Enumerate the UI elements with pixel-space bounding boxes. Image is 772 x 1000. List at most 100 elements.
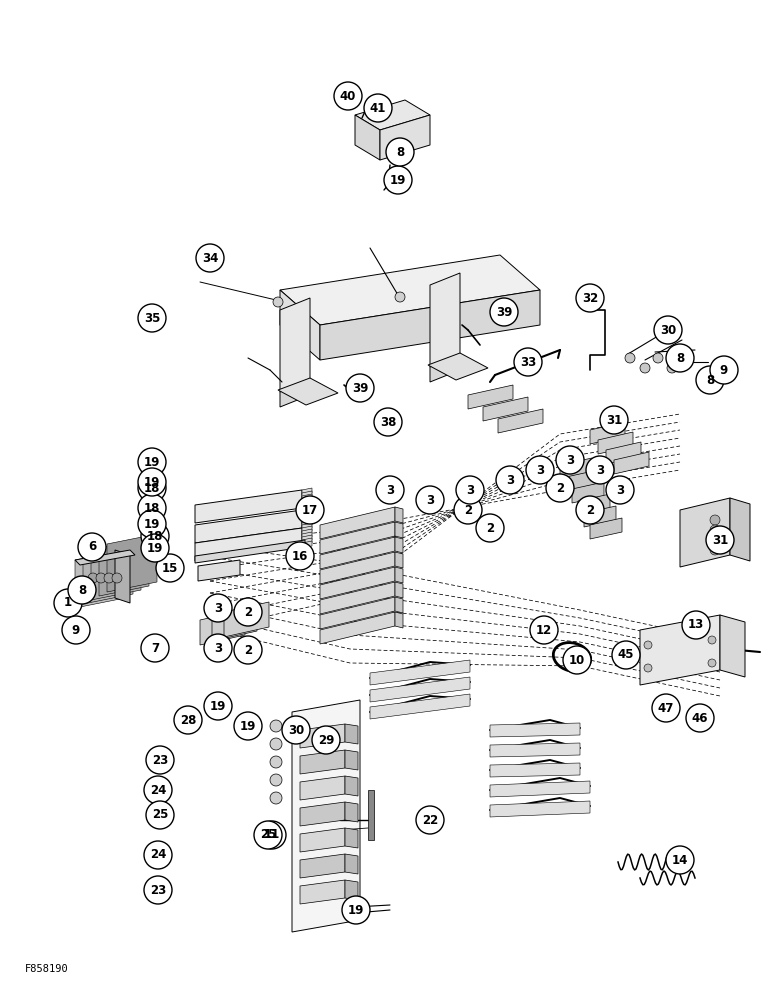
- Circle shape: [644, 641, 652, 649]
- Circle shape: [606, 476, 634, 504]
- Circle shape: [144, 876, 172, 904]
- Polygon shape: [280, 298, 310, 392]
- Polygon shape: [99, 538, 149, 596]
- Polygon shape: [566, 470, 598, 491]
- Circle shape: [138, 494, 166, 522]
- Text: 3: 3: [596, 464, 604, 477]
- Text: 3: 3: [466, 484, 474, 496]
- Text: 39: 39: [352, 381, 368, 394]
- Text: 19: 19: [390, 174, 406, 186]
- Polygon shape: [578, 494, 610, 515]
- Text: 19: 19: [240, 720, 256, 732]
- Polygon shape: [370, 660, 470, 685]
- Circle shape: [270, 738, 282, 750]
- Polygon shape: [302, 532, 312, 539]
- Text: 8: 8: [706, 373, 714, 386]
- Text: 3: 3: [616, 484, 624, 496]
- Circle shape: [273, 297, 283, 307]
- Circle shape: [706, 526, 734, 554]
- Circle shape: [395, 292, 405, 302]
- Text: 31: 31: [712, 534, 728, 546]
- Polygon shape: [395, 522, 403, 538]
- Circle shape: [696, 366, 724, 394]
- Circle shape: [204, 594, 232, 622]
- Polygon shape: [278, 378, 338, 405]
- Circle shape: [476, 514, 504, 542]
- Text: 3: 3: [426, 493, 434, 506]
- Polygon shape: [345, 880, 358, 900]
- Circle shape: [416, 806, 444, 834]
- Text: 31: 31: [606, 414, 622, 426]
- Text: 28: 28: [180, 714, 196, 726]
- Polygon shape: [302, 526, 312, 533]
- Polygon shape: [590, 422, 625, 444]
- Polygon shape: [91, 542, 141, 600]
- Circle shape: [708, 636, 716, 644]
- Circle shape: [644, 664, 652, 672]
- Circle shape: [204, 692, 232, 720]
- Circle shape: [384, 166, 412, 194]
- Polygon shape: [395, 582, 403, 598]
- Circle shape: [710, 356, 738, 384]
- Circle shape: [563, 646, 591, 674]
- Text: 2: 2: [586, 504, 594, 516]
- Circle shape: [640, 363, 650, 373]
- Polygon shape: [195, 540, 305, 563]
- Text: 25: 25: [152, 808, 168, 822]
- Polygon shape: [395, 597, 403, 613]
- Text: 7: 7: [151, 642, 159, 654]
- Polygon shape: [468, 385, 513, 409]
- Circle shape: [556, 446, 584, 474]
- Circle shape: [234, 712, 262, 740]
- Circle shape: [496, 466, 524, 494]
- Polygon shape: [302, 500, 312, 507]
- Circle shape: [234, 598, 262, 626]
- Text: 33: 33: [520, 356, 536, 368]
- Circle shape: [490, 298, 518, 326]
- Circle shape: [104, 573, 114, 583]
- Polygon shape: [730, 498, 750, 561]
- Text: F858190: F858190: [25, 964, 69, 974]
- Text: 46: 46: [692, 712, 708, 724]
- Text: 9: 9: [72, 624, 80, 637]
- Circle shape: [364, 94, 392, 122]
- Text: 8: 8: [676, 352, 684, 364]
- Polygon shape: [395, 612, 403, 628]
- Polygon shape: [302, 520, 312, 527]
- Circle shape: [576, 496, 604, 524]
- Circle shape: [346, 374, 374, 402]
- Circle shape: [282, 716, 310, 744]
- Polygon shape: [395, 537, 403, 553]
- Polygon shape: [490, 723, 580, 737]
- Circle shape: [270, 774, 282, 786]
- Circle shape: [376, 476, 404, 504]
- Text: 23: 23: [152, 754, 168, 766]
- Text: 2: 2: [244, 605, 252, 618]
- Text: 18: 18: [144, 502, 160, 514]
- Polygon shape: [345, 802, 358, 822]
- Polygon shape: [606, 442, 641, 464]
- Circle shape: [114, 564, 122, 572]
- Polygon shape: [302, 488, 312, 495]
- Circle shape: [454, 496, 482, 524]
- Text: 24: 24: [150, 848, 166, 861]
- Circle shape: [196, 244, 224, 272]
- Text: 39: 39: [496, 306, 512, 318]
- Text: 3: 3: [214, 601, 222, 614]
- Polygon shape: [395, 567, 403, 583]
- Text: 30: 30: [288, 724, 304, 736]
- Polygon shape: [490, 781, 590, 797]
- Polygon shape: [300, 802, 345, 826]
- Circle shape: [68, 576, 96, 604]
- Text: 24: 24: [150, 784, 166, 796]
- Polygon shape: [614, 452, 649, 474]
- Polygon shape: [380, 115, 430, 160]
- Circle shape: [138, 304, 166, 332]
- Polygon shape: [302, 541, 312, 548]
- Text: 19: 19: [144, 456, 160, 468]
- Circle shape: [234, 636, 262, 664]
- Circle shape: [708, 659, 716, 667]
- Circle shape: [88, 573, 98, 583]
- Polygon shape: [75, 550, 125, 608]
- Text: 47: 47: [658, 702, 674, 714]
